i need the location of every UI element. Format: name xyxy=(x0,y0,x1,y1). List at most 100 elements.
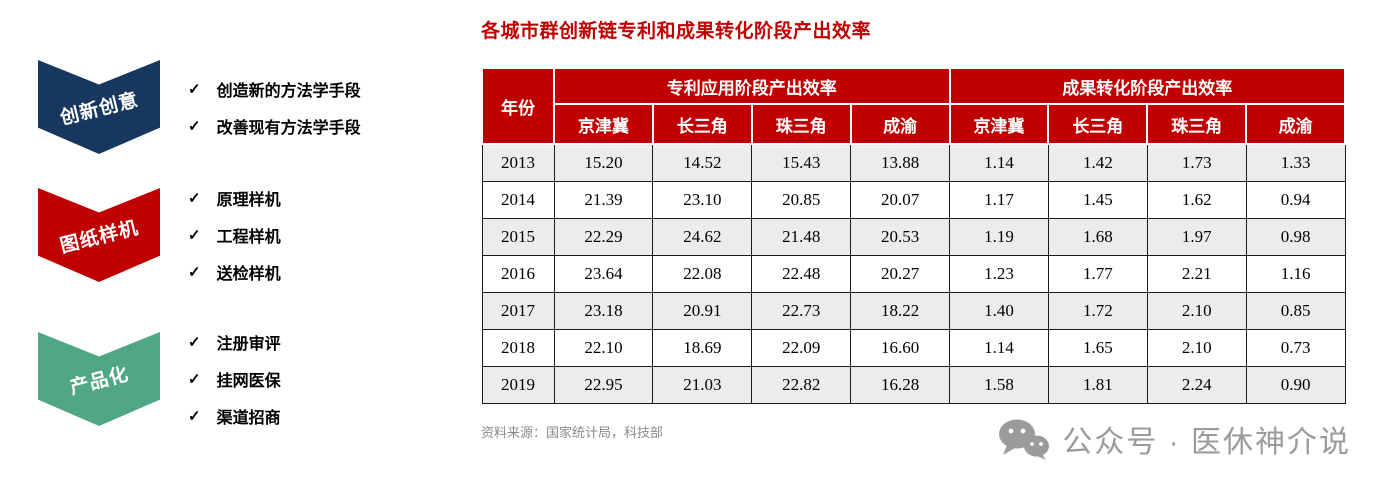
table-cell: 1.45 xyxy=(1047,180,1148,219)
list-item-label: 创造新的方法学手段 xyxy=(216,82,361,100)
list-item: ✓ 改善现有方法学手段 xyxy=(188,114,361,138)
table-cell: 22.48 xyxy=(751,254,852,293)
stage-chevron: 创新创意 xyxy=(38,60,160,154)
stage-items: ✓ 创造新的方法学手段 ✓ 改善现有方法学手段 xyxy=(188,77,361,138)
table-cell: 1.81 xyxy=(1047,365,1148,404)
column-header: 珠三角 xyxy=(750,103,852,145)
stage-items: ✓ 注册审评 ✓ 挂网医保 ✓ 渠道招商 xyxy=(188,330,281,428)
check-icon: ✓ xyxy=(188,408,201,425)
table-cell: 22.29 xyxy=(553,217,654,256)
table-cell: 1.68 xyxy=(1047,217,1148,256)
column-header: 京津冀 xyxy=(948,103,1050,145)
list-item-label: 渠道招商 xyxy=(216,410,281,427)
table-cell: 0.94 xyxy=(1245,180,1346,219)
table-cell: 1.62 xyxy=(1146,180,1247,219)
check-icon: ✓ xyxy=(188,80,201,98)
table-row: 2015 22.29 24.62 21.48 20.53 1.19 1.68 1.97 0.98 xyxy=(481,217,1346,256)
check-icon: ✓ xyxy=(188,190,201,207)
table-cell: 15.20 xyxy=(553,143,654,182)
page-title: 各城市群创新链专利和成果转化阶段产出效率 xyxy=(481,21,872,42)
table-cell: 22.82 xyxy=(751,365,852,404)
table-cell: 1.33 xyxy=(1245,143,1346,182)
stage-label: 创新创意 xyxy=(58,89,141,129)
process-stage-2: 图纸样机 ✓ 原理样机 ✓ 工程样机 ✓ 送检样机 xyxy=(38,186,281,284)
process-diagram: 创新创意 ✓ 创造新的方法学手段 ✓ 改善现有方法学手段图纸样机 ✓ 原理样机 ✓ 工程样机 ✓ 送… xyxy=(0,0,470,479)
table-cell: 20.85 xyxy=(751,180,852,219)
process-stage-1: 创新创意 ✓ 创造新的方法学手段 ✓ 改善现有方法学手段 xyxy=(38,60,361,154)
stage-items: ✓ 原理样机 ✓ 工程样机 ✓ 送检样机 xyxy=(188,186,281,284)
column-header: 京津冀 xyxy=(553,103,654,145)
list-item-label: 注册审评 xyxy=(216,336,281,353)
stage-label: 图纸样机 xyxy=(58,217,141,257)
table-cell: 21.03 xyxy=(652,365,753,404)
data-table: 年份 专利应用阶段产出效率 成果转化阶段产出效率 京津冀 长三角 珠三角 成渝 京津冀长… xyxy=(481,67,1346,404)
table-cell: 20.27 xyxy=(850,254,950,293)
table-cell: 16.28 xyxy=(850,365,950,404)
table-cell: 23.18 xyxy=(553,291,654,330)
table-cell: 20.91 xyxy=(652,291,753,330)
table-cell: 18.22 xyxy=(850,291,950,330)
column-header: 长三角 xyxy=(1047,103,1149,145)
stage-chevron: 产品化 xyxy=(38,332,160,426)
list-item: ✓ 渠道招商 xyxy=(188,404,281,428)
list-item-label: 工程样机 xyxy=(216,229,281,246)
table-cell: 0.90 xyxy=(1245,365,1346,404)
table-row: 2013 15.20 14.52 15.43 13.88 1.14 1.42 1.73 1.33 xyxy=(481,143,1346,182)
table-cell: 1.65 xyxy=(1047,328,1148,367)
stage-label: 产品化 xyxy=(67,363,132,399)
check-icon: ✓ xyxy=(188,371,201,388)
list-item: ✓ 挂网医保 xyxy=(188,367,281,391)
table-cell: 14.52 xyxy=(652,143,753,182)
table-cell: 23.64 xyxy=(553,254,654,293)
year-cell: 2017 xyxy=(481,291,555,330)
table-row: 2014 21.39 23.10 20.85 20.07 1.17 1.45 1.62 0.94 xyxy=(481,180,1346,219)
table-cell: 1.73 xyxy=(1146,143,1247,182)
table-row: 2019 22.95 21.03 22.82 16.28 1.58 1.81 2.24 0.90 xyxy=(481,365,1346,404)
list-item-label: 送检样机 xyxy=(216,266,281,283)
column-header: 成渝 xyxy=(849,103,951,145)
year-cell: 2015 xyxy=(481,217,555,256)
column-group-patent: 专利应用阶段产出效率 xyxy=(553,67,951,105)
table-cell: 24.62 xyxy=(652,217,753,256)
check-icon: ✓ xyxy=(188,264,201,281)
table-cell: 22.95 xyxy=(553,365,654,404)
table-cell: 1.16 xyxy=(1245,254,1346,293)
check-icon: ✓ xyxy=(188,334,201,351)
watermark: 公众号 · 医休神介说 xyxy=(998,417,1351,461)
table-cell: 1.77 xyxy=(1047,254,1148,293)
table-cell: 0.98 xyxy=(1245,217,1346,256)
table-cell: 15.43 xyxy=(751,143,852,182)
check-icon: ✓ xyxy=(188,117,201,135)
list-item: ✓ 创造新的方法学手段 xyxy=(188,77,361,101)
wechat-icon xyxy=(999,419,1050,460)
table-cell: 20.07 xyxy=(850,180,950,219)
table-cell: 0.85 xyxy=(1245,291,1346,330)
table-cell: 2.10 xyxy=(1146,328,1247,367)
table-cell: 1.14 xyxy=(949,143,1049,182)
table-cell: 21.39 xyxy=(553,180,654,219)
year-cell: 2016 xyxy=(481,254,555,293)
table-row: 2016 23.64 22.08 22.48 20.27 1.23 1.77 2.21 1.16 xyxy=(481,254,1346,293)
table-row: 2018 22.10 18.69 22.09 16.60 1.14 1.65 2.10 0.73 xyxy=(481,328,1346,367)
table-cell: 13.88 xyxy=(850,143,950,182)
table-cell: 22.73 xyxy=(751,291,852,330)
process-stage-3: 产品化 ✓ 注册审评 ✓ 挂网医保 ✓ 渠道招商 xyxy=(38,330,281,428)
watermark-text: 公众号 · 医休神介说 xyxy=(1062,426,1351,459)
table-cell: 1.14 xyxy=(949,328,1049,367)
column-group-transform: 成果转化阶段产出效率 xyxy=(948,67,1346,105)
list-item-label: 原理样机 xyxy=(216,192,281,209)
table-cell: 18.69 xyxy=(652,328,753,367)
table-cell: 1.58 xyxy=(949,365,1049,404)
table-cell: 22.09 xyxy=(751,328,852,367)
table-cell: 22.10 xyxy=(553,328,654,367)
stage-chevron: 图纸样机 xyxy=(38,188,160,282)
list-item-label: 改善现有方法学手段 xyxy=(216,119,361,137)
table-cell: 20.53 xyxy=(850,217,950,256)
year-column-header: 年份 xyxy=(481,67,555,145)
list-item-label: 挂网医保 xyxy=(216,373,281,390)
table-cell: 1.23 xyxy=(949,254,1049,293)
table-cell: 22.08 xyxy=(652,254,753,293)
list-item: ✓ 原理样机 xyxy=(188,186,281,210)
table-cell: 1.17 xyxy=(949,180,1049,219)
